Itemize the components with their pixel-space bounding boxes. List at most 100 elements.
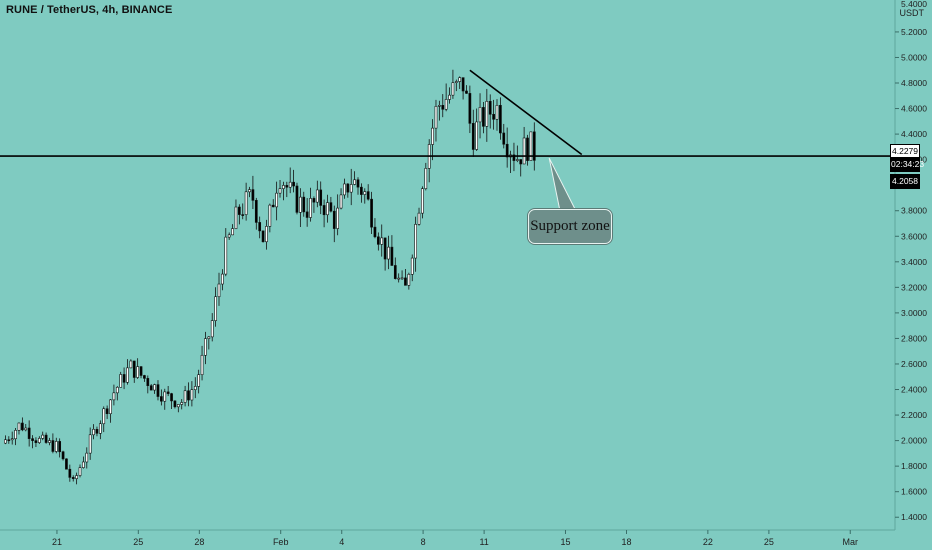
candle-up [349, 184, 353, 193]
candle-down [44, 434, 48, 443]
candle-down [376, 236, 380, 245]
candle-down [261, 230, 265, 243]
candle-down [390, 246, 394, 266]
candle-up [214, 296, 217, 321]
x-tick-label: 15 [560, 537, 570, 547]
candle-up [48, 440, 51, 443]
candle-up [454, 81, 458, 83]
x-tick-label: 25 [764, 537, 774, 547]
candle-up [417, 212, 421, 225]
y-tick-label: 3.0000 [901, 308, 927, 318]
candle-down [346, 183, 350, 193]
candle-up [414, 224, 417, 259]
candle-down [292, 181, 295, 187]
candle-down [160, 396, 163, 402]
x-tick-label: 21 [52, 537, 62, 547]
y-tick-label: 2.4000 [901, 385, 927, 395]
candle-down [156, 384, 160, 397]
x-tick-label: 18 [621, 537, 631, 547]
x-tick-label: 25 [133, 537, 143, 547]
candle-down [254, 200, 258, 223]
x-tick-label: Feb [273, 537, 289, 547]
candle-up [210, 320, 214, 338]
candle-down [27, 427, 31, 439]
candle-up [397, 277, 401, 280]
candle-down [132, 360, 136, 378]
candle-up [85, 452, 89, 463]
support-price-tag: 4.2058 [890, 174, 920, 189]
candle-up [190, 389, 194, 401]
candle-up [17, 422, 21, 431]
candle-up [227, 234, 231, 238]
candle-up [92, 428, 95, 436]
y-tick-label: 4.4000 [901, 129, 927, 139]
candle-down [166, 391, 170, 394]
x-tick-label: 4 [339, 537, 344, 547]
candle-up [431, 127, 434, 145]
chart-title: RUNE / TetherUS, 4h, BINANCE [6, 4, 173, 16]
candle-up [478, 107, 482, 123]
y-tick-label: 3.2000 [901, 282, 927, 292]
candle-down [31, 438, 34, 441]
candle-up [265, 226, 268, 243]
candle-up [400, 277, 404, 280]
candle-up [438, 105, 441, 107]
candle-up [119, 374, 123, 388]
candle-up [82, 461, 85, 468]
candle-down [360, 186, 363, 195]
candle-down [441, 105, 445, 110]
candle-up [183, 390, 187, 403]
candle-down [68, 468, 72, 478]
candle-down [329, 202, 333, 212]
candle-down [482, 107, 485, 127]
y-tick-label: 4.6000 [901, 104, 927, 114]
candle-up [112, 392, 116, 401]
candle-up [14, 430, 17, 440]
candle-up [88, 434, 92, 454]
y-tick-label: 1.4000 [901, 512, 927, 522]
y-tick-label: 1.6000 [901, 487, 927, 497]
candle-up [421, 188, 424, 214]
candle-up [434, 106, 438, 129]
candle-up [282, 185, 285, 189]
candles [4, 69, 536, 485]
candle-down [187, 390, 190, 401]
trendline [469, 69, 583, 156]
candle-down [532, 131, 536, 161]
candle-down [461, 77, 465, 92]
candle-up [485, 100, 489, 127]
candle-up [163, 391, 167, 402]
y-tick-label-partial: 5.4000 [901, 0, 927, 9]
candle-down [170, 393, 173, 402]
candle-down [393, 265, 397, 279]
candle-down [241, 214, 245, 216]
candle-up [363, 191, 367, 195]
candle-up [275, 192, 278, 208]
candle-down [468, 93, 472, 124]
y-tick-label: 2.8000 [901, 333, 927, 343]
candle-up [37, 438, 41, 443]
candle-down [61, 451, 65, 460]
candle-down [519, 159, 523, 165]
candle-up [444, 99, 448, 110]
y-tick-label: 5.0000 [901, 52, 927, 62]
candle-down [312, 198, 316, 203]
candle-up [244, 191, 248, 215]
candle-down [21, 422, 24, 431]
y-tick-label: 2.2000 [901, 410, 927, 420]
x-tick-label: 8 [421, 537, 426, 547]
candle-up [221, 273, 224, 285]
candle-up [54, 441, 58, 452]
candle-down [51, 440, 55, 452]
candle-down [465, 90, 468, 94]
candle-up [407, 273, 411, 286]
candle-up [451, 82, 455, 96]
support-zone-callout: Support zone [528, 209, 612, 244]
candle-up [204, 338, 207, 356]
candle-down [122, 374, 126, 383]
candle-up [248, 189, 251, 193]
candle-up [200, 354, 204, 376]
candle-down [505, 143, 509, 158]
candle-up [529, 131, 533, 161]
